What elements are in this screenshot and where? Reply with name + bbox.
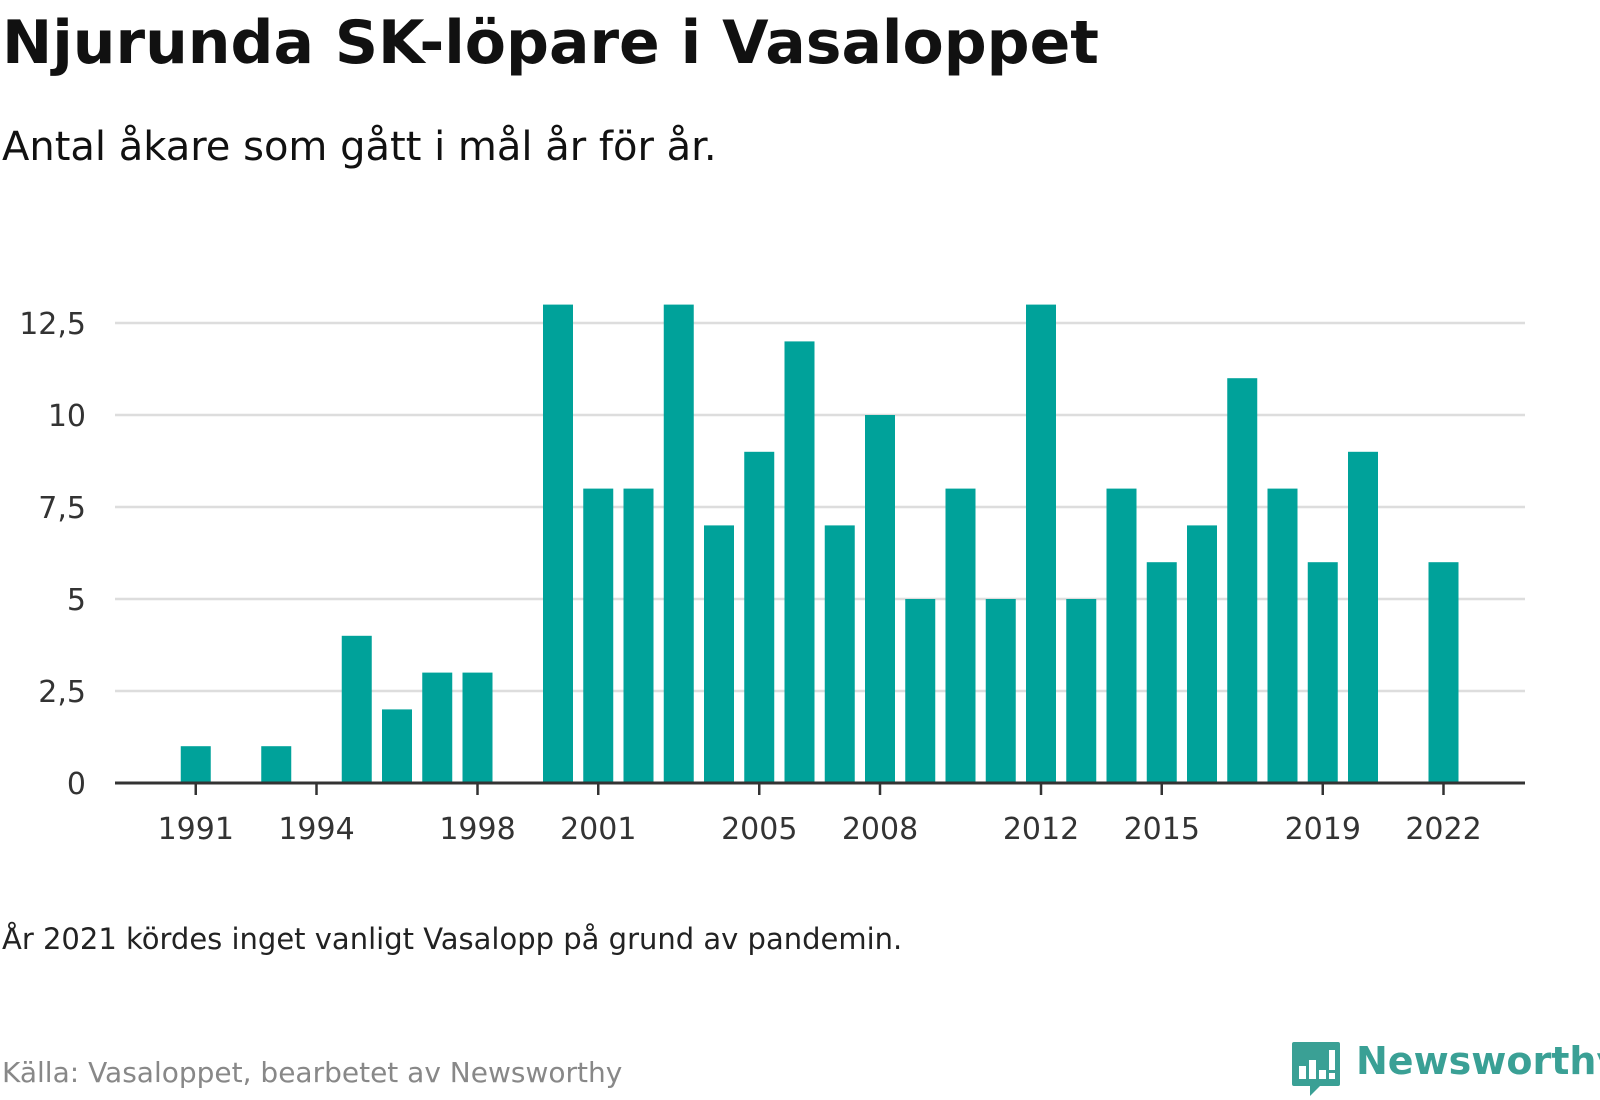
bar-2004 — [704, 525, 734, 783]
bar-2017 — [1227, 378, 1258, 783]
bar-2014 — [1106, 488, 1137, 783]
bar-2018 — [1267, 488, 1298, 783]
bar-2010 — [945, 488, 976, 783]
bar-1993 — [261, 746, 292, 783]
y-tick-label: 5 — [67, 583, 86, 618]
bar-1998 — [462, 672, 493, 783]
bar-2001 — [583, 488, 614, 783]
bar-2007 — [824, 525, 855, 783]
bar-2003 — [663, 304, 694, 783]
x-tick-label: 2005 — [721, 812, 797, 847]
y-tick-label: 2,5 — [38, 675, 86, 710]
bar-2015 — [1146, 562, 1177, 783]
bar-chart-speech-bubble-icon — [1292, 1042, 1340, 1096]
y-tick-label: 7,5 — [38, 491, 86, 526]
x-tick-label: 2008 — [842, 812, 918, 847]
bar-2002 — [623, 488, 654, 783]
source-credit: Källa: Vasaloppet, bearbetet av Newswort… — [2, 1056, 623, 1089]
chart-subtitle: Antal åkare som gått i mål år för år. — [2, 124, 717, 170]
x-tick-label: 1998 — [439, 812, 515, 847]
x-tick-label: 2022 — [1405, 812, 1481, 847]
chart-title: Njurunda SK-löpare i Vasaloppet — [2, 8, 1099, 78]
y-tick-label: 10 — [48, 399, 86, 434]
bar-2008 — [865, 415, 895, 783]
bar-2022 — [1428, 562, 1459, 783]
axes: 0 2,5 5 7,5 10 12,5 1991 1994 1998 2001 2005 2008 20… — [19, 307, 1525, 847]
y-tick-label: 12,5 — [19, 307, 86, 342]
footnote: År 2021 kördes inget vanligt Vasalopp på… — [2, 922, 903, 956]
bar-2005 — [744, 451, 775, 783]
bar-2006 — [784, 341, 815, 783]
x-tick-label: 2019 — [1285, 812, 1361, 847]
bar-2011 — [985, 599, 1016, 783]
bar-1991 — [180, 746, 211, 783]
bar-2020 — [1348, 451, 1378, 783]
bar-2013 — [1066, 599, 1097, 783]
bar-2009 — [905, 599, 936, 783]
x-tick-label: 2001 — [560, 812, 636, 847]
y-tick-label: 0 — [67, 767, 86, 802]
bar-1995 — [341, 635, 372, 783]
bar-1997 — [422, 672, 453, 783]
brand-logo: Newsworthy — [1290, 1040, 1600, 1100]
bar-1996 — [382, 709, 412, 783]
bar-2019 — [1307, 562, 1338, 783]
x-tick-label: 2012 — [1003, 812, 1079, 847]
bars — [180, 304, 1459, 783]
bar-2000 — [543, 304, 573, 783]
x-tick-label: 1991 — [158, 812, 234, 847]
x-tick-label: 2015 — [1124, 812, 1200, 847]
bar-2016 — [1187, 525, 1217, 783]
brand-name: Newsworthy — [1356, 1039, 1600, 1083]
bar-chart: 0 2,5 5 7,5 10 12,5 1991 1994 1998 2001 2005 2008 20… — [19, 304, 1525, 847]
bar-2012 — [1026, 304, 1056, 783]
x-tick-label: 1994 — [278, 812, 354, 847]
